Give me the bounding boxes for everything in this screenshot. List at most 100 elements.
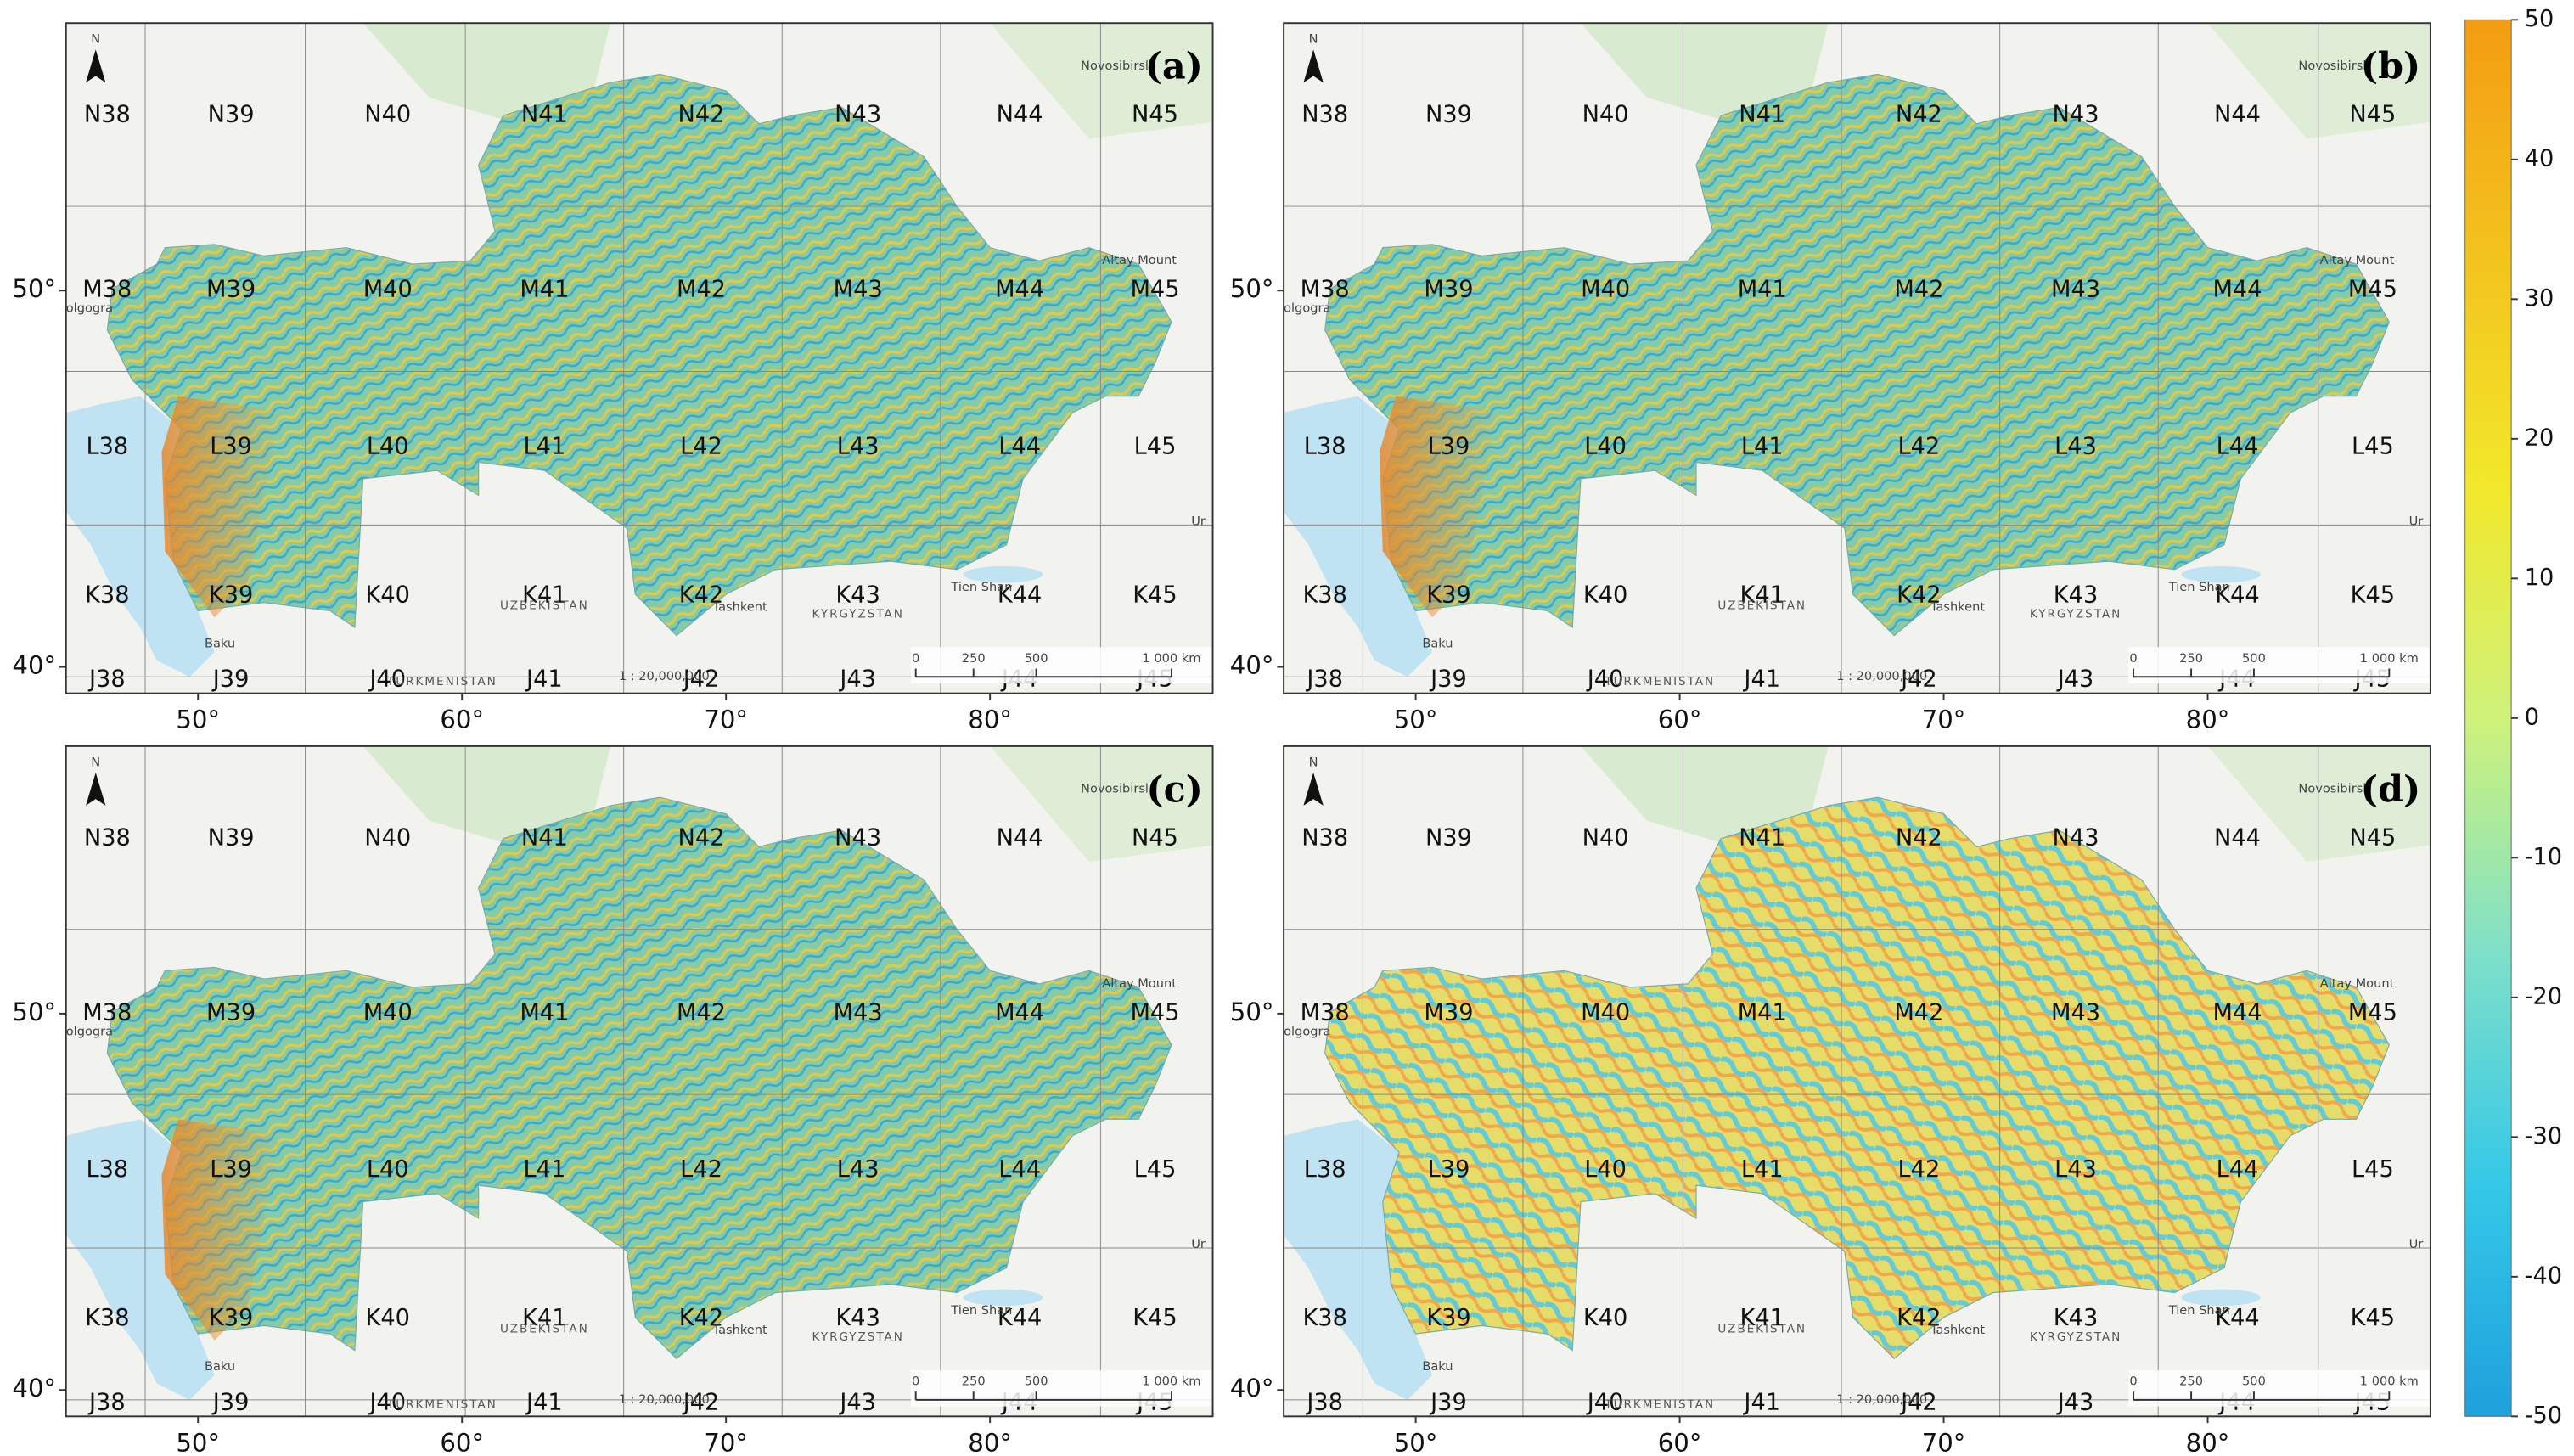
- lon-label: 60°: [440, 1428, 484, 1456]
- sheet-label: K45: [1132, 582, 1177, 608]
- place-name: olgogra: [1284, 301, 1330, 316]
- kazakhstan-raster: [106, 796, 1172, 1360]
- sheet-label: L44: [998, 433, 1041, 459]
- sheet-label: K43: [2054, 1305, 2098, 1331]
- place-name: KYRGYZSTAN: [2030, 607, 2122, 621]
- sheet-label: K41: [1740, 1305, 1784, 1331]
- sheet-label: K40: [1583, 582, 1627, 608]
- sheet-label: N43: [2053, 102, 2099, 128]
- sheet-label: M42: [677, 277, 726, 303]
- forest: [2207, 23, 2431, 139]
- sheet-label: J42: [1899, 1389, 1937, 1415]
- sheet-label: N45: [1132, 824, 1178, 851]
- sheet-label: L38: [86, 433, 128, 459]
- lat-label: 50°: [1230, 274, 1274, 303]
- sheet-label: N45: [1132, 102, 1178, 128]
- place-name: Novosibirsl: [1081, 781, 1149, 795]
- north-arrow: [1303, 773, 1324, 806]
- sheet-label: M41: [520, 277, 569, 303]
- sheet-label: K45: [2351, 1305, 2395, 1331]
- scale-label: 250: [2179, 651, 2203, 666]
- sheet-label: L41: [523, 433, 565, 459]
- sheet-label: L39: [1428, 1156, 1470, 1183]
- sheet-label: L43: [2054, 1156, 2097, 1183]
- sheet-label: L38: [86, 1156, 128, 1183]
- west-anomaly: [161, 1119, 281, 1341]
- sheet-label: M41: [520, 999, 569, 1026]
- lon-label: 70°: [1922, 1428, 1966, 1456]
- sheet-label: M42: [1894, 277, 1943, 303]
- sheet-label: N39: [208, 102, 255, 128]
- sheet-label: K45: [1132, 1305, 1177, 1331]
- place-name: Novosibirsl: [2298, 59, 2366, 73]
- place-name: Ur: [1191, 1237, 1206, 1251]
- place-name: UZBEKISTAN: [1717, 599, 1807, 613]
- sheet-label: K41: [1740, 582, 1784, 608]
- sheet-label: M38: [82, 277, 132, 303]
- lat-label: 40°: [1230, 651, 1274, 680]
- sheet-label: J41: [525, 1389, 563, 1415]
- sheet-label: J40: [368, 666, 406, 693]
- sheet-label: K42: [679, 582, 723, 608]
- sheet-label: M44: [2212, 277, 2262, 303]
- sheet-label: L40: [367, 433, 409, 459]
- sheet-label: K39: [209, 1305, 253, 1331]
- sheet-label: K41: [522, 1305, 566, 1331]
- forest: [2207, 745, 2431, 862]
- sheet-label: K39: [1426, 1305, 1470, 1331]
- sheet-label: N38: [84, 102, 131, 128]
- frame: [65, 22, 1214, 694]
- map-panel: N38 N39 N40 N41 N42 N43 N44 N45 M38 M39 M40 M41 M42 M…: [12, 22, 1214, 734]
- sheet-label: L38: [1304, 1156, 1346, 1183]
- colorbar-label: 30: [2525, 285, 2554, 312]
- place-name: olgogra: [66, 301, 113, 316]
- scale-label: 250: [962, 651, 986, 666]
- map-content: N38 N39 N40 N41 N42 N43 N44 N45 M38 M39 M40 M41 M42 M…: [1284, 745, 2431, 1417]
- sheet-label: J42: [682, 1389, 720, 1415]
- sheet-label: M43: [834, 999, 883, 1026]
- sheet-label: L42: [1898, 433, 1941, 459]
- sheet-label: N41: [521, 102, 568, 128]
- place-name: UZBEKISTAN: [1717, 1322, 1807, 1335]
- sheet-label: J38: [87, 1389, 126, 1415]
- place-name: Tashkent: [1930, 600, 1985, 615]
- scale-label: 0: [912, 651, 919, 666]
- scale-label: 250: [2179, 1374, 2203, 1388]
- sheet-label: K41: [522, 582, 566, 608]
- place-name: KYRGYZSTAN: [812, 607, 903, 621]
- sheet-label: K44: [2215, 1305, 2259, 1331]
- colorbar-label: 0: [2525, 704, 2539, 730]
- sheet-label: M39: [1424, 999, 1473, 1026]
- sheet-label: L40: [1584, 433, 1627, 459]
- sheet-label: J38: [1305, 1389, 1343, 1415]
- place-name: Tien Shan: [2168, 580, 2230, 594]
- place-name: Baku: [1422, 636, 1453, 650]
- sheet-label: K38: [1302, 1305, 1346, 1331]
- sheet-label: M41: [1738, 277, 1787, 303]
- sheet-label: M38: [1301, 277, 1350, 303]
- colorbar-label: -10: [2525, 844, 2562, 870]
- place-name: olgogra: [1284, 1024, 1330, 1038]
- sheet-label: N40: [364, 824, 411, 851]
- sheet-label: K40: [366, 1305, 410, 1331]
- lake: [2181, 1289, 2261, 1307]
- north-label: N: [91, 32, 100, 47]
- sheet-label: J42: [1899, 666, 1937, 693]
- scale-ratio: 1 : 20,000,000: [619, 669, 710, 683]
- sheet-label: K44: [998, 1305, 1042, 1331]
- sheet-label: M38: [82, 999, 132, 1026]
- sheet-label: L42: [1898, 1156, 1941, 1183]
- sheet-label: K38: [1302, 582, 1346, 608]
- sheet-label: K43: [835, 1305, 880, 1331]
- place-name: TURKMENISTAN: [386, 675, 497, 689]
- scale-ratio: 1 : 20,000,000: [1836, 669, 1927, 683]
- colorbar-label: -40: [2525, 1262, 2562, 1289]
- caspian-sea: [65, 396, 215, 677]
- sheet-label: J40: [1586, 1389, 1624, 1415]
- sheet-label: J39: [1429, 1389, 1467, 1415]
- lon-label: 80°: [2186, 1428, 2230, 1456]
- lon-label: 60°: [440, 706, 484, 734]
- sheet-label: M42: [677, 999, 726, 1026]
- sheet-label: M45: [1130, 277, 1179, 303]
